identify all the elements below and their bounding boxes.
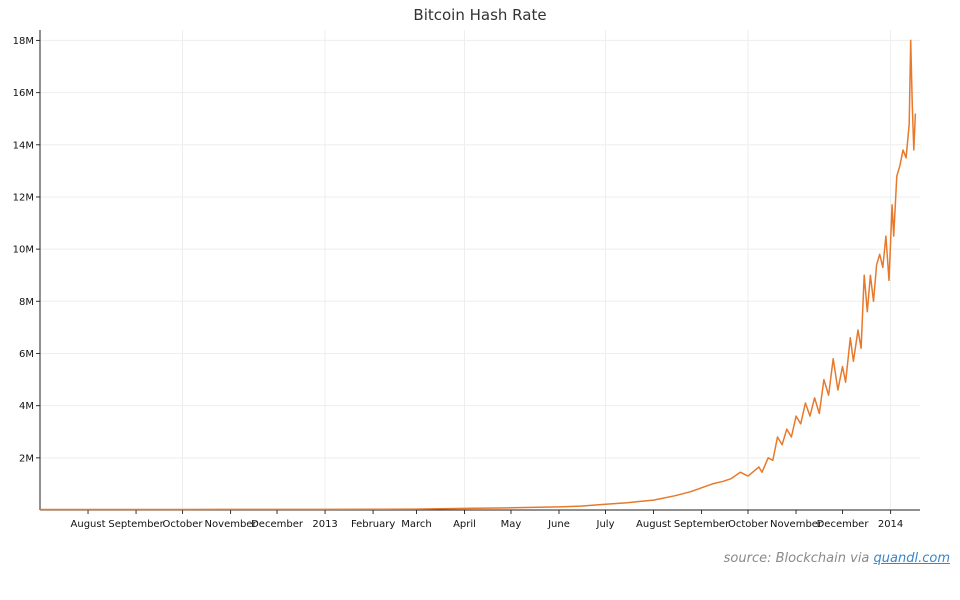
x-tick-label: May (501, 519, 522, 530)
axes (36, 30, 920, 514)
x-tick-label: September (108, 519, 164, 530)
x-tick-label: 2013 (312, 519, 337, 530)
quandl-link[interactable]: quandl.com (873, 551, 950, 566)
x-tick-label: April (453, 519, 476, 530)
y-tick-label: 2M (19, 453, 34, 464)
source-prefix: source: Blockchain via (723, 551, 874, 566)
x-tick-label: June (547, 519, 570, 530)
x-tick-label: December (817, 519, 870, 530)
y-tick-label: 10M (13, 245, 34, 256)
x-tick-label: October (728, 519, 769, 530)
y-tick-label: 18M (13, 36, 34, 47)
x-tick-label: August (636, 519, 671, 530)
y-tick-label: 16M (13, 88, 34, 99)
y-tick-label: 14M (13, 140, 34, 151)
x-tick-label: March (401, 519, 431, 530)
x-tick-label: July (596, 519, 615, 530)
hash-rate-chart: Bitcoin Hash Rate 2M 4M 6M 8M 10M 12M 14M 16M 18… (13, 6, 920, 530)
y-tick-label: 12M (13, 192, 34, 203)
source-credit: source: Blockchain via quandl.com (724, 551, 950, 566)
series-lines (40, 39, 917, 511)
grid-lines (40, 30, 920, 510)
x-tick-label: October (163, 519, 204, 530)
y-tick-label: 8M (19, 297, 34, 308)
x-tick-label: November (205, 519, 258, 530)
x-tick-label: 2014 (878, 519, 903, 530)
x-tick-label: September (674, 519, 730, 530)
y-tick-label: 6M (19, 349, 34, 360)
x-tick-label: August (71, 519, 106, 530)
chart-title: Bitcoin Hash Rate (413, 6, 546, 24)
x-tick-label: November (770, 519, 823, 530)
x-tick-label: February (351, 519, 395, 530)
x-tick-label: December (251, 519, 304, 530)
y-tick-label: 4M (19, 401, 34, 412)
hash-rate-line (40, 39, 917, 511)
